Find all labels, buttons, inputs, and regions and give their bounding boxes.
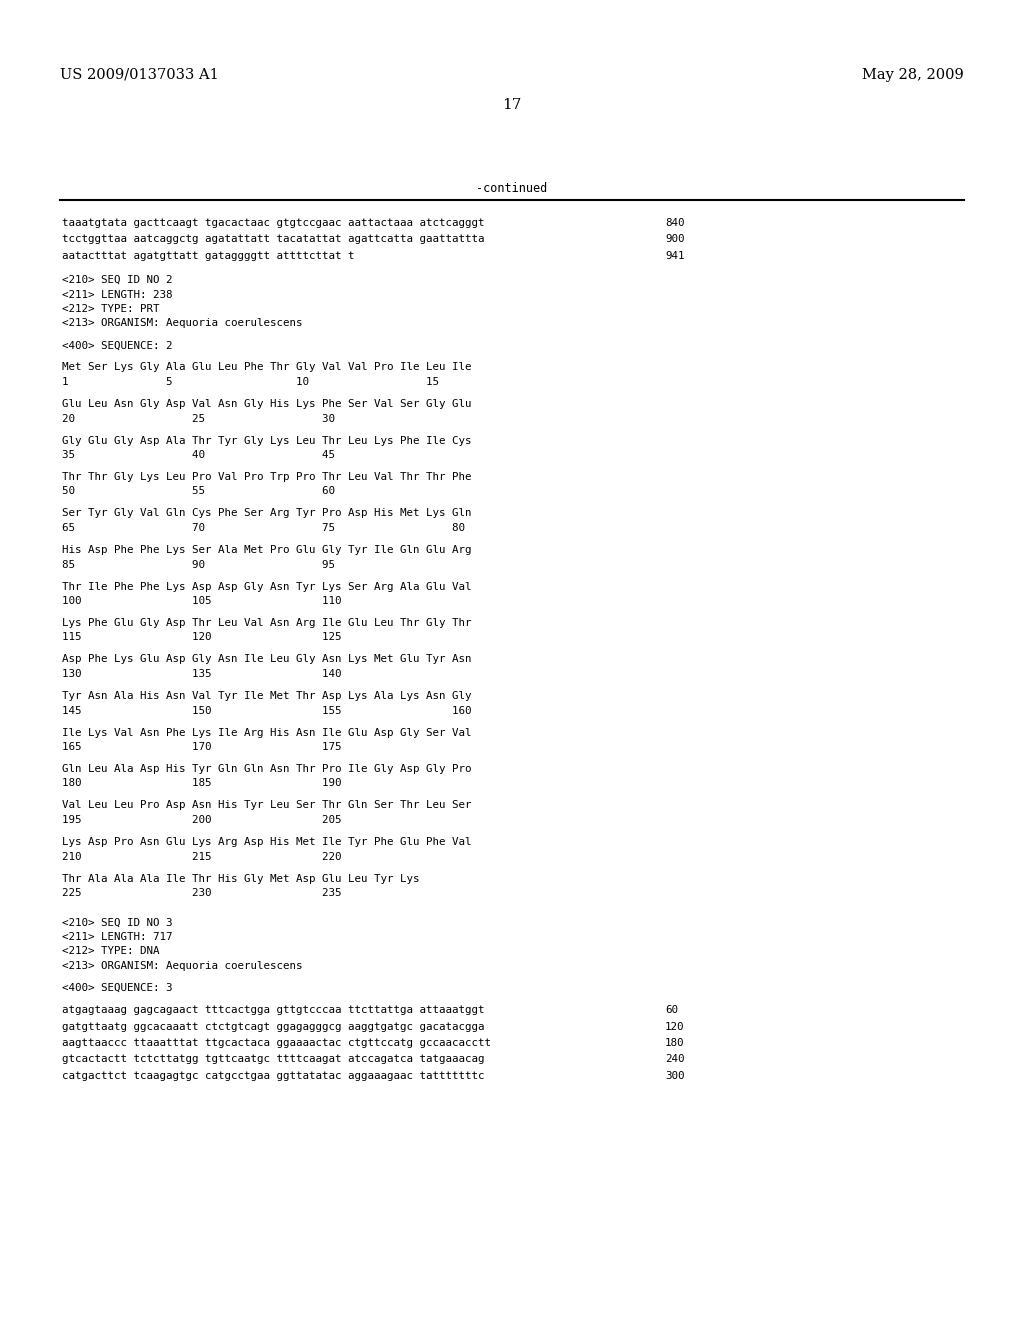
Text: <213> ORGANISM: Aequoria coerulescens: <213> ORGANISM: Aequoria coerulescens xyxy=(62,318,302,329)
Text: 65                  70                  75                  80: 65 70 75 80 xyxy=(62,523,465,533)
Text: <400> SEQUENCE: 2: <400> SEQUENCE: 2 xyxy=(62,341,172,351)
Text: Glu Leu Asn Gly Asp Val Asn Gly His Lys Phe Ser Val Ser Gly Glu: Glu Leu Asn Gly Asp Val Asn Gly His Lys … xyxy=(62,399,471,409)
Text: 120: 120 xyxy=(665,1022,684,1031)
Text: Gln Leu Ala Asp His Tyr Gln Gln Asn Thr Pro Ile Gly Asp Gly Pro: Gln Leu Ala Asp His Tyr Gln Gln Asn Thr … xyxy=(62,764,471,774)
Text: 50                  55                  60: 50 55 60 xyxy=(62,487,335,496)
Text: Ile Lys Val Asn Phe Lys Ile Arg His Asn Ile Glu Asp Gly Ser Val: Ile Lys Val Asn Phe Lys Ile Arg His Asn … xyxy=(62,727,471,738)
Text: May 28, 2009: May 28, 2009 xyxy=(862,69,964,82)
Text: US 2009/0137033 A1: US 2009/0137033 A1 xyxy=(60,69,219,82)
Text: 240: 240 xyxy=(665,1055,684,1064)
Text: 840: 840 xyxy=(665,218,684,228)
Text: taaatgtata gacttcaagt tgacactaac gtgtccgaac aattactaaa atctcagggt: taaatgtata gacttcaagt tgacactaac gtgtccg… xyxy=(62,218,484,228)
Text: aagttaaccc ttaaatttat ttgcactaca ggaaaactac ctgttccatg gccaacacctt: aagttaaccc ttaaatttat ttgcactaca ggaaaac… xyxy=(62,1038,490,1048)
Text: 60: 60 xyxy=(665,1005,678,1015)
Text: 300: 300 xyxy=(665,1071,684,1081)
Text: 20                  25                  30: 20 25 30 xyxy=(62,413,335,424)
Text: <211> LENGTH: 238: <211> LENGTH: 238 xyxy=(62,289,172,300)
Text: Asp Phe Lys Glu Asp Gly Asn Ile Leu Gly Asn Lys Met Glu Tyr Asn: Asp Phe Lys Glu Asp Gly Asn Ile Leu Gly … xyxy=(62,655,471,664)
Text: <213> ORGANISM: Aequoria coerulescens: <213> ORGANISM: Aequoria coerulescens xyxy=(62,961,302,972)
Text: His Asp Phe Phe Lys Ser Ala Met Pro Glu Gly Tyr Ile Gln Glu Arg: His Asp Phe Phe Lys Ser Ala Met Pro Glu … xyxy=(62,545,471,554)
Text: Gly Glu Gly Asp Ala Thr Tyr Gly Lys Leu Thr Leu Lys Phe Ile Cys: Gly Glu Gly Asp Ala Thr Tyr Gly Lys Leu … xyxy=(62,436,471,446)
Text: Tyr Asn Ala His Asn Val Tyr Ile Met Thr Asp Lys Ala Lys Asn Gly: Tyr Asn Ala His Asn Val Tyr Ile Met Thr … xyxy=(62,690,471,701)
Text: 180                 185                 190: 180 185 190 xyxy=(62,779,341,788)
Text: 195                 200                 205: 195 200 205 xyxy=(62,814,341,825)
Text: -continued: -continued xyxy=(476,181,548,194)
Text: Lys Asp Pro Asn Glu Lys Arg Asp His Met Ile Tyr Phe Glu Phe Val: Lys Asp Pro Asn Glu Lys Arg Asp His Met … xyxy=(62,837,471,847)
Text: 165                 170                 175: 165 170 175 xyxy=(62,742,341,752)
Text: <212> TYPE: PRT: <212> TYPE: PRT xyxy=(62,304,160,314)
Text: <211> LENGTH: 717: <211> LENGTH: 717 xyxy=(62,932,172,942)
Text: 180: 180 xyxy=(665,1038,684,1048)
Text: 941: 941 xyxy=(665,251,684,261)
Text: 1               5                   10                  15: 1 5 10 15 xyxy=(62,378,439,387)
Text: 85                  90                  95: 85 90 95 xyxy=(62,560,335,569)
Text: Met Ser Lys Gly Ala Glu Leu Phe Thr Gly Val Val Pro Ile Leu Ile: Met Ser Lys Gly Ala Glu Leu Phe Thr Gly … xyxy=(62,363,471,372)
Text: gatgttaatg ggcacaaatt ctctgtcagt ggagagggcg aaggtgatgc gacatacgga: gatgttaatg ggcacaaatt ctctgtcagt ggagagg… xyxy=(62,1022,484,1031)
Text: <400> SEQUENCE: 3: <400> SEQUENCE: 3 xyxy=(62,983,172,993)
Text: <212> TYPE: DNA: <212> TYPE: DNA xyxy=(62,946,160,957)
Text: <210> SEQ ID NO 3: <210> SEQ ID NO 3 xyxy=(62,917,172,928)
Text: Thr Ala Ala Ala Ile Thr His Gly Met Asp Glu Leu Tyr Lys: Thr Ala Ala Ala Ile Thr His Gly Met Asp … xyxy=(62,874,420,883)
Text: 115                 120                 125: 115 120 125 xyxy=(62,632,341,643)
Text: Ser Tyr Gly Val Gln Cys Phe Ser Arg Tyr Pro Asp His Met Lys Gln: Ser Tyr Gly Val Gln Cys Phe Ser Arg Tyr … xyxy=(62,508,471,519)
Text: Val Leu Leu Pro Asp Asn His Tyr Leu Ser Thr Gln Ser Thr Leu Ser: Val Leu Leu Pro Asp Asn His Tyr Leu Ser … xyxy=(62,800,471,810)
Text: 225                 230                 235: 225 230 235 xyxy=(62,888,341,898)
Text: tcctggttaa aatcaggctg agatattatt tacatattat agattcatta gaattattta: tcctggttaa aatcaggctg agatattatt tacatat… xyxy=(62,235,484,244)
Text: catgacttct tcaagagtgc catgcctgaa ggttatatac aggaaagaac tatttttttc: catgacttct tcaagagtgc catgcctgaa ggttata… xyxy=(62,1071,484,1081)
Text: 35                  40                  45: 35 40 45 xyxy=(62,450,335,459)
Text: atgagtaaag gagcagaact tttcactgga gttgtcccaa ttcttattga attaaatggt: atgagtaaag gagcagaact tttcactgga gttgtcc… xyxy=(62,1005,484,1015)
Text: 17: 17 xyxy=(503,98,521,112)
Text: 210                 215                 220: 210 215 220 xyxy=(62,851,341,862)
Text: 900: 900 xyxy=(665,235,684,244)
Text: 145                 150                 155                 160: 145 150 155 160 xyxy=(62,705,471,715)
Text: Lys Phe Glu Gly Asp Thr Leu Val Asn Arg Ile Glu Leu Thr Gly Thr: Lys Phe Glu Gly Asp Thr Leu Val Asn Arg … xyxy=(62,618,471,628)
Text: aatactttat agatgttatt gataggggtt attttcttat t: aatactttat agatgttatt gataggggtt attttct… xyxy=(62,251,354,261)
Text: gtcactactt tctcttatgg tgttcaatgc ttttcaagat atccagatca tatgaaacag: gtcactactt tctcttatgg tgttcaatgc ttttcaa… xyxy=(62,1055,484,1064)
Text: <210> SEQ ID NO 2: <210> SEQ ID NO 2 xyxy=(62,275,172,285)
Text: Thr Thr Gly Lys Leu Pro Val Pro Trp Pro Thr Leu Val Thr Thr Phe: Thr Thr Gly Lys Leu Pro Val Pro Trp Pro … xyxy=(62,473,471,482)
Text: Thr Ile Phe Phe Lys Asp Asp Gly Asn Tyr Lys Ser Arg Ala Glu Val: Thr Ile Phe Phe Lys Asp Asp Gly Asn Tyr … xyxy=(62,582,471,591)
Text: 130                 135                 140: 130 135 140 xyxy=(62,669,341,678)
Text: 100                 105                 110: 100 105 110 xyxy=(62,597,341,606)
